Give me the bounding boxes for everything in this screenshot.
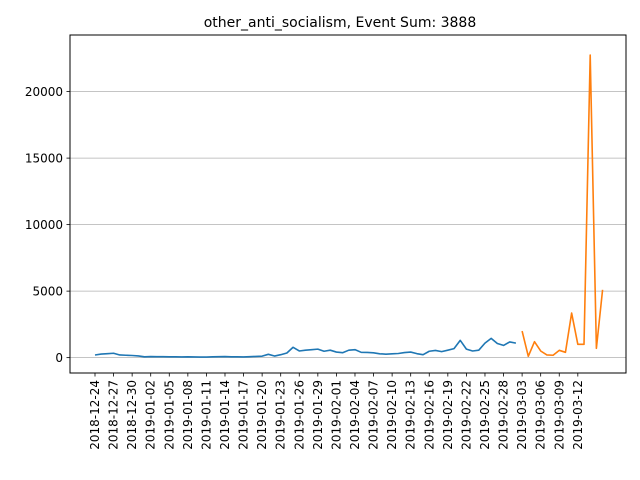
x-tick-label: 2019-02-19 xyxy=(441,380,455,450)
series-line-2 xyxy=(521,54,604,358)
chart-title: other_anti_socialism, Event Sum: 3888 xyxy=(204,15,477,31)
x-tick-label: 2019-02-16 xyxy=(422,380,436,450)
x-tick-label: 2019-03-03 xyxy=(515,380,529,450)
x-tick-label: 2019-01-29 xyxy=(311,380,325,450)
y-tick-label: 15000 xyxy=(25,152,63,166)
x-tick-label: 2019-01-14 xyxy=(218,380,232,450)
x-tick-label: 2019-01-20 xyxy=(255,380,269,450)
x-tick-label: 2019-02-01 xyxy=(329,380,343,450)
x-tick-label: 2019-02-25 xyxy=(478,380,492,450)
x-tick-label: 2019-03-06 xyxy=(534,380,548,450)
x-tick-label: 2019-01-05 xyxy=(162,380,176,450)
x-tick-label: 2018-12-24 xyxy=(88,380,102,450)
x-axis: 2018-12-24 2018-12-27 2018-12-30 2019-01-02… xyxy=(88,373,585,450)
x-tick-label: 2019-01-23 xyxy=(274,380,288,450)
y-tick-label: 0 xyxy=(55,351,63,365)
x-tick-label: 2019-03-09 xyxy=(552,380,566,450)
x-tick-label: 2019-01-17 xyxy=(237,380,251,450)
y-axis: 0 5000 10000 15000 20000 xyxy=(25,85,70,365)
x-tick-label: 2019-02-28 xyxy=(497,380,511,450)
x-tick-label: 2019-01-02 xyxy=(144,380,158,450)
x-tick-label: 2019-02-07 xyxy=(367,380,381,450)
x-tick-label: 2018-12-30 xyxy=(125,380,139,450)
y-tick-label: 5000 xyxy=(32,285,63,299)
plot-frame xyxy=(69,34,627,374)
x-tick-label: 2018-12-27 xyxy=(107,380,121,450)
series-line-1 xyxy=(94,337,517,358)
x-tick-label: 2019-02-13 xyxy=(404,380,418,450)
x-tick-label: 2019-02-22 xyxy=(459,380,473,450)
x-tick-label: 2019-03-12 xyxy=(571,380,585,450)
series-group xyxy=(94,54,604,358)
x-tick-label: 2019-01-11 xyxy=(199,380,213,450)
y-tick-label: 20000 xyxy=(25,85,63,99)
y-tick-label: 10000 xyxy=(25,218,63,232)
x-tick-label: 2019-02-10 xyxy=(385,380,399,450)
x-tick-label: 2019-01-08 xyxy=(181,380,195,450)
x-tick-label: 2019-01-26 xyxy=(292,380,306,450)
gridlines xyxy=(70,91,626,359)
x-tick-label: 2019-02-04 xyxy=(348,380,362,450)
